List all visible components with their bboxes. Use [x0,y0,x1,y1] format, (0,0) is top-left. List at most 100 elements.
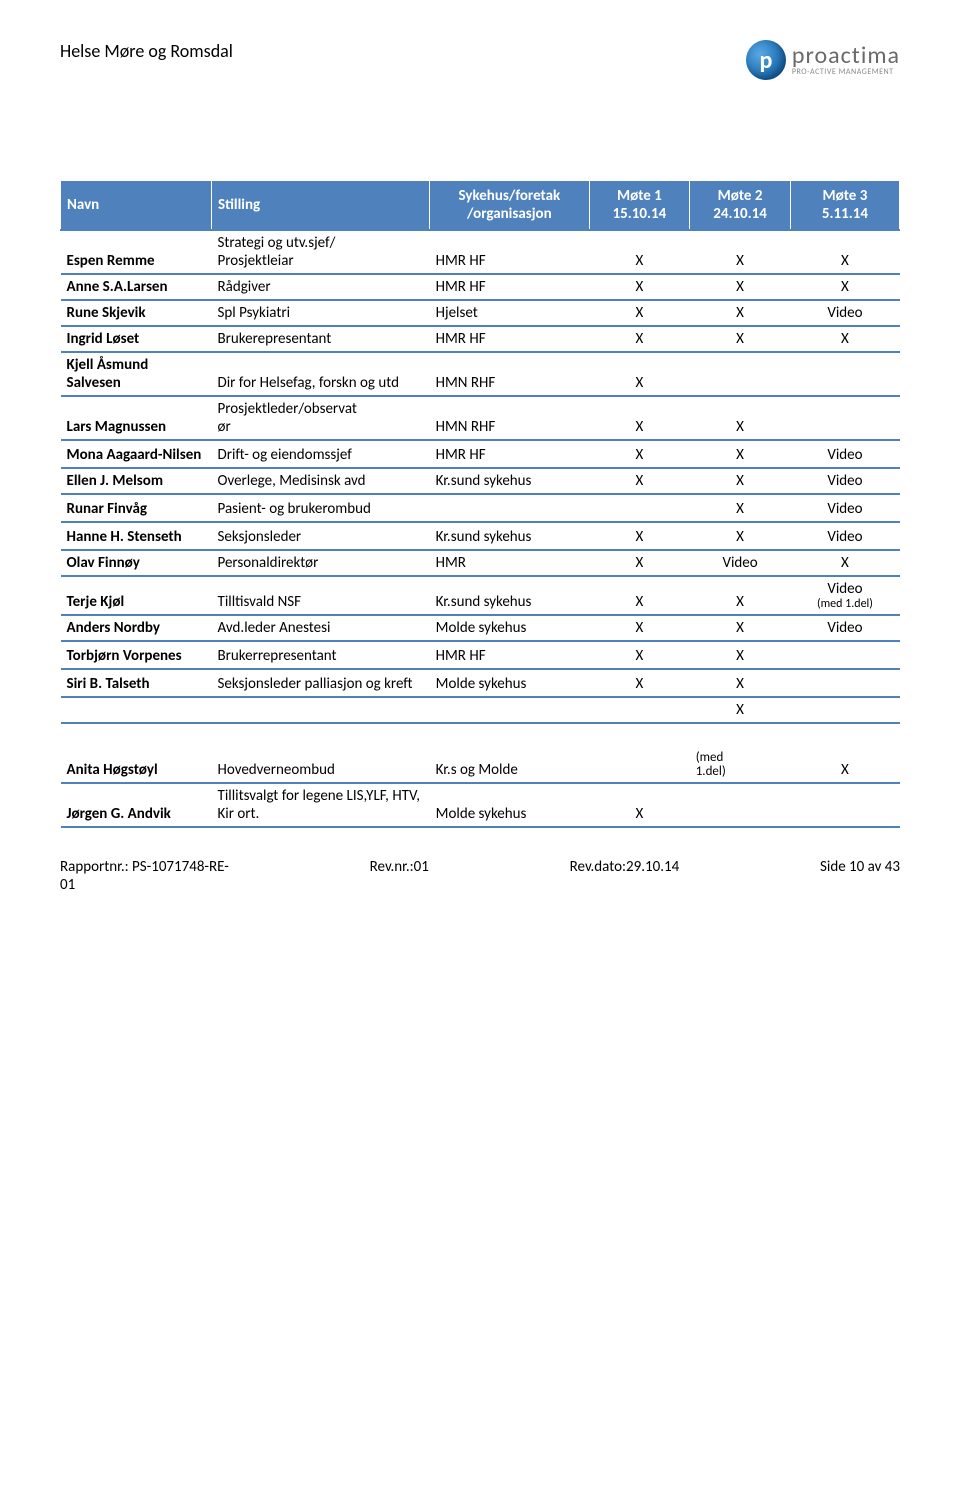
cell-m1: X [589,352,690,396]
cell-m3: X [790,550,899,576]
cell-m3: Video [790,440,899,468]
cell-navn: Rune Skjevik [61,300,212,326]
cell-m1: X [589,468,690,494]
cell-org: Kr.sund sykehus [430,522,589,550]
cell-m1: X [589,230,690,274]
table-row: Jørgen G. AndvikTillitsvalgt for legene … [61,783,900,827]
table-row: Mona Aagaard-NilsenDrift- og eiendomssje… [61,440,900,468]
cell-navn: Ellen J. Melsom [61,468,212,494]
cell-navn: Espen Remme [61,230,212,274]
cell-org: Kr.sund sykehus [430,468,589,494]
cell-navn: Kjell Åsmund Salvesen [61,352,212,396]
cell-m2: X [690,468,791,494]
cell-m2: X [690,576,791,615]
cell-org: HMR [430,550,589,576]
cell-stilling: Brukerrepresentant [212,641,430,669]
cell-m3: Video [790,300,899,326]
cell-stilling: Drift- og eiendomssjef [212,440,430,468]
cell-navn: Anne S.A.Larsen [61,274,212,300]
cell-m2: X [690,615,791,641]
cell-m1: X [589,576,690,615]
cell-m1 [589,723,690,783]
cell-org: Kr.s og Molde [430,723,589,783]
cell-stilling: Seksjonsleder palliasjon og kreft [212,669,430,697]
cell-m2: X [690,396,791,440]
cell-stilling: Personaldirektør [212,550,430,576]
logo-text: proactima PRO-ACTIVE MANAGEMENT [792,44,900,76]
footer-page: Side 10 av 43 [820,858,900,894]
col-stilling: Stilling [212,181,430,231]
cell-stilling: Spl Psykiatri [212,300,430,326]
cell-navn: Olav Finnøy [61,550,212,576]
cell-stilling: Prosjektleder/observat ør [212,396,430,440]
cell-navn: Jørgen G. Andvik [61,783,212,827]
cell-org: HMR HF [430,641,589,669]
cell-navn: Torbjørn Vorpenes [61,641,212,669]
cell-m3: Video [790,615,899,641]
cell-stilling: Hovedverneombud [212,723,430,783]
cell-navn: Anders Nordby [61,615,212,641]
cell-m3: Video [790,468,899,494]
cell-org: HMR HF [430,326,589,352]
cell-org: Hjelset [430,300,589,326]
table-row: Lars MagnussenProsjektleder/observat ørH… [61,396,900,440]
page-header: Helse Møre og Romsdal p proactima PRO-AC… [60,40,900,80]
table-row: Rune SkjevikSpl PsykiatriHjelsetXXVideo [61,300,900,326]
cell-stilling: Dir for Helsefag, forskn og utd [212,352,430,396]
table-row: Anne S.A.LarsenRådgiverHMR HFXXX [61,274,900,300]
cell-m2 [690,352,791,396]
cell-navn [61,697,212,723]
cell-stilling: Brukerepresentant [212,326,430,352]
table-row: Olav FinnøyPersonaldirektørHMRXVideoX [61,550,900,576]
cell-navn: Hanne H. Stenseth [61,522,212,550]
logo-name: proactima [792,44,900,68]
cell-navn: Siri B. Talseth [61,669,212,697]
col-m1: Møte 1 15.10.14 [589,181,690,231]
cell-m3 [790,641,899,669]
cell-m1: X [589,274,690,300]
logo-mark-icon: p [746,40,786,80]
cell-stilling: Strategi og utv.sjef/ Prosjektleiar [212,230,430,274]
cell-org: Kr.sund sykehus [430,576,589,615]
cell-m1 [589,494,690,522]
table-row: Runar FinvågPasient- og brukerombudXVide… [61,494,900,522]
table-row: X [61,697,900,723]
cell-m2: X [690,697,791,723]
cell-m3: X [790,326,899,352]
cell-navn: Anita Høgstøyl [61,723,212,783]
logo-tagline: PRO-ACTIVE MANAGEMENT [792,68,900,76]
footer-report: Rapportnr.: PS-1071748-RE- 01 [60,858,229,894]
cell-m2: (med 1.del) [690,723,791,783]
cell-m3: Video [790,494,899,522]
cell-org: HMR HF [430,274,589,300]
cell-m1: X [589,641,690,669]
cell-m2: X [690,326,791,352]
cell-m1: X [589,326,690,352]
cell-m1 [589,697,690,723]
col-m2: Møte 2 24.10.14 [690,181,791,231]
table-row: Hanne H. StensethSeksjonslederKr.sund sy… [61,522,900,550]
table-row: Siri B. TalsethSeksjonsleder palliasjon … [61,669,900,697]
cell-org: Molde sykehus [430,783,589,827]
cell-org: HMN RHF [430,352,589,396]
attendance-table: Navn Stilling Sykehus/foretak /organisas… [60,180,900,828]
cell-m3: X [790,274,899,300]
cell-m2: X [690,494,791,522]
cell-m1: X [589,396,690,440]
cell-m1: X [589,550,690,576]
cell-org: Molde sykehus [430,669,589,697]
cell-stilling: Avd.leder Anestesi [212,615,430,641]
col-org: Sykehus/foretak /organisasjon [430,181,589,231]
cell-m3 [790,783,899,827]
cell-m3: Video(med 1.del) [790,576,899,615]
table-row: Kjell Åsmund SalvesenDir for Helsefag, f… [61,352,900,396]
cell-stilling: Tilltisvald NSF [212,576,430,615]
cell-org [430,494,589,522]
cell-org: HMR HF [430,230,589,274]
cell-m2: X [690,440,791,468]
cell-m1: X [589,615,690,641]
page-footer: Rapportnr.: PS-1071748-RE- 01 Rev.nr.:01… [60,858,900,894]
cell-stilling: Overlege, Medisinsk avd [212,468,430,494]
cell-navn: Lars Magnussen [61,396,212,440]
table-header-row: Navn Stilling Sykehus/foretak /organisas… [61,181,900,231]
